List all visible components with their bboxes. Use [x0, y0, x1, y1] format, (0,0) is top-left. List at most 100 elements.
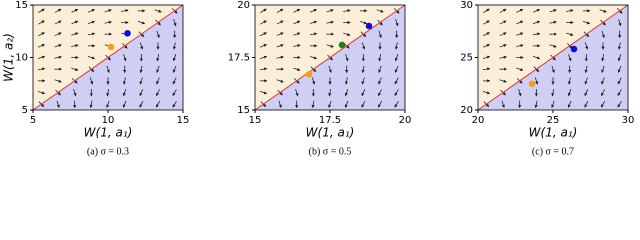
field-arrow — [567, 100, 572, 108]
field-arrow — [309, 32, 318, 36]
field-arrow — [276, 8, 284, 13]
caption: (c) σ = 0.7 — [532, 146, 574, 157]
field-arrow — [139, 65, 143, 74]
field-arrow — [156, 89, 160, 97]
field-arrow — [87, 9, 96, 13]
field-arrow — [260, 32, 267, 37]
field-arrow — [600, 100, 606, 108]
field-arrow — [309, 56, 318, 60]
y-tick-label: 15 — [237, 105, 250, 116]
field-arrow — [172, 54, 177, 62]
field-arrow — [106, 88, 110, 97]
field-arrow — [87, 32, 96, 36]
field-arrow — [122, 100, 127, 108]
field-arrow — [56, 100, 60, 109]
field-arrow — [156, 53, 160, 62]
field-arrow — [71, 8, 79, 13]
field-arrow — [139, 100, 144, 108]
field-arrow — [361, 89, 366, 97]
field-arrow — [328, 100, 332, 108]
field-arrow — [394, 89, 399, 97]
field-arrow — [122, 89, 127, 97]
field-arrow — [293, 67, 301, 71]
field-arrow — [326, 9, 334, 13]
field-arrow — [154, 9, 162, 13]
field-arrow — [344, 89, 349, 97]
field-arrow — [54, 79, 62, 83]
field-arrow — [617, 77, 622, 85]
field-arrow — [617, 65, 622, 73]
field-arrow — [38, 8, 45, 13]
field-arrow — [516, 8, 524, 13]
field-arrow — [293, 20, 301, 25]
field-arrow — [276, 55, 284, 59]
panel: 20 25 30 20 25 30 W(1, a₁) (c) σ = 0.7 — [460, 0, 634, 157]
field-arrow — [617, 42, 622, 50]
x-axis-label: W(1, a₁) — [84, 126, 133, 140]
field-arrow — [584, 100, 589, 108]
field-arrow — [482, 91, 491, 95]
caption: (b) σ = 0.5 — [309, 146, 352, 157]
field-arrow — [87, 56, 96, 60]
field-arrow — [73, 89, 77, 97]
field-arrow — [601, 65, 605, 73]
field-arrow — [326, 44, 334, 48]
field-arrow — [567, 77, 572, 85]
field-arrow — [137, 21, 146, 25]
field-arrow — [139, 77, 143, 85]
diagonal — [32, 4, 184, 111]
field-arrow — [617, 89, 622, 97]
field-arrow — [311, 100, 315, 109]
field-arrow — [54, 20, 62, 25]
field-arrow — [601, 89, 605, 97]
field-arrow — [328, 65, 332, 74]
field-arrow — [104, 9, 112, 13]
field-arrow — [482, 44, 491, 48]
field-arrow — [395, 19, 399, 27]
caption: (a) σ = 0.3 — [87, 146, 129, 157]
field-arrow — [499, 44, 507, 48]
field-arrow — [599, 9, 607, 13]
field-arrow — [483, 32, 490, 37]
x-tick-label: 30 — [622, 115, 635, 126]
field-arrow — [89, 77, 94, 85]
field-arrow — [601, 77, 605, 85]
field-arrow — [549, 9, 557, 13]
field-arrow — [617, 54, 622, 62]
x-axis-label: W(1, a₁) — [529, 126, 578, 140]
point — [570, 45, 578, 53]
field-arrow — [499, 79, 507, 83]
field-arrow — [89, 100, 93, 109]
field-arrow — [584, 65, 588, 74]
field-arrow — [618, 19, 622, 27]
field-arrow — [516, 67, 524, 71]
field-arrow — [311, 77, 316, 85]
field-arrow — [106, 100, 110, 108]
field-arrow — [516, 20, 524, 25]
field-arrow — [155, 100, 161, 108]
y-tick-label: 17.5 — [228, 53, 250, 64]
field-arrow — [345, 54, 349, 62]
field-arrow — [38, 32, 45, 37]
field-arrow — [549, 20, 557, 24]
field-arrow — [123, 54, 127, 62]
field-arrow — [532, 56, 541, 60]
field-arrow — [276, 32, 284, 36]
field-arrow — [276, 79, 284, 83]
field-arrow — [377, 100, 383, 108]
y-tick-label: 5 — [22, 105, 28, 116]
field-arrow — [361, 100, 366, 108]
field-arrow — [361, 42, 366, 50]
field-arrow — [156, 65, 160, 73]
field-arrow — [293, 32, 301, 36]
field-arrow — [156, 30, 160, 39]
field-arrow — [121, 9, 129, 13]
field-arrow — [534, 100, 538, 109]
field-arrow — [551, 88, 555, 97]
field-arrow — [295, 89, 299, 97]
field-arrow — [534, 77, 539, 85]
panel: 5 10 15 5 10 15 W(1, a₁) W(1, a₂) (a) σ = 0.3 — [2, 0, 190, 157]
field-arrow — [567, 89, 572, 97]
field-arrow — [343, 9, 351, 13]
field-arrow — [601, 30, 605, 39]
